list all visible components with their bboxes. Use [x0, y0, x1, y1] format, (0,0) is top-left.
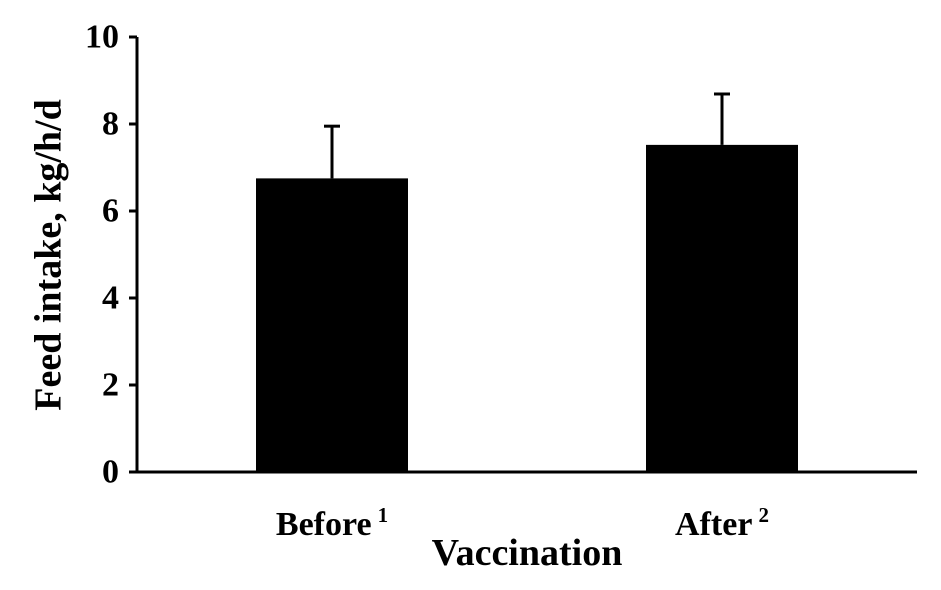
bars — [256, 144, 798, 472]
y-tick-label: 10 — [85, 19, 119, 56]
y-tick-label: 4 — [102, 280, 119, 317]
y-tick-label: 6 — [102, 193, 119, 230]
bar — [256, 178, 408, 472]
x-category-label: Before 1 — [276, 503, 388, 543]
category-name: Before — [276, 506, 372, 543]
category-footnote-marker: 2 — [758, 503, 769, 527]
bar — [646, 144, 798, 472]
category-footnote-marker: 1 — [378, 503, 389, 527]
y-tick-label: 0 — [102, 454, 119, 491]
x-axis-categories: Before 1 After 2 — [276, 503, 769, 543]
y-axis-ticks: 0 2 4 6 8 10 — [85, 19, 137, 491]
category-name: After — [675, 506, 752, 543]
x-axis-label: Vaccination — [432, 532, 623, 574]
error-bars — [324, 92, 730, 179]
y-tick-label: 8 — [102, 106, 119, 143]
x-category-label: After 2 — [675, 503, 769, 543]
y-tick-label: 2 — [102, 367, 119, 404]
y-axis-label: Feed intake, kg/h/d — [28, 99, 70, 410]
